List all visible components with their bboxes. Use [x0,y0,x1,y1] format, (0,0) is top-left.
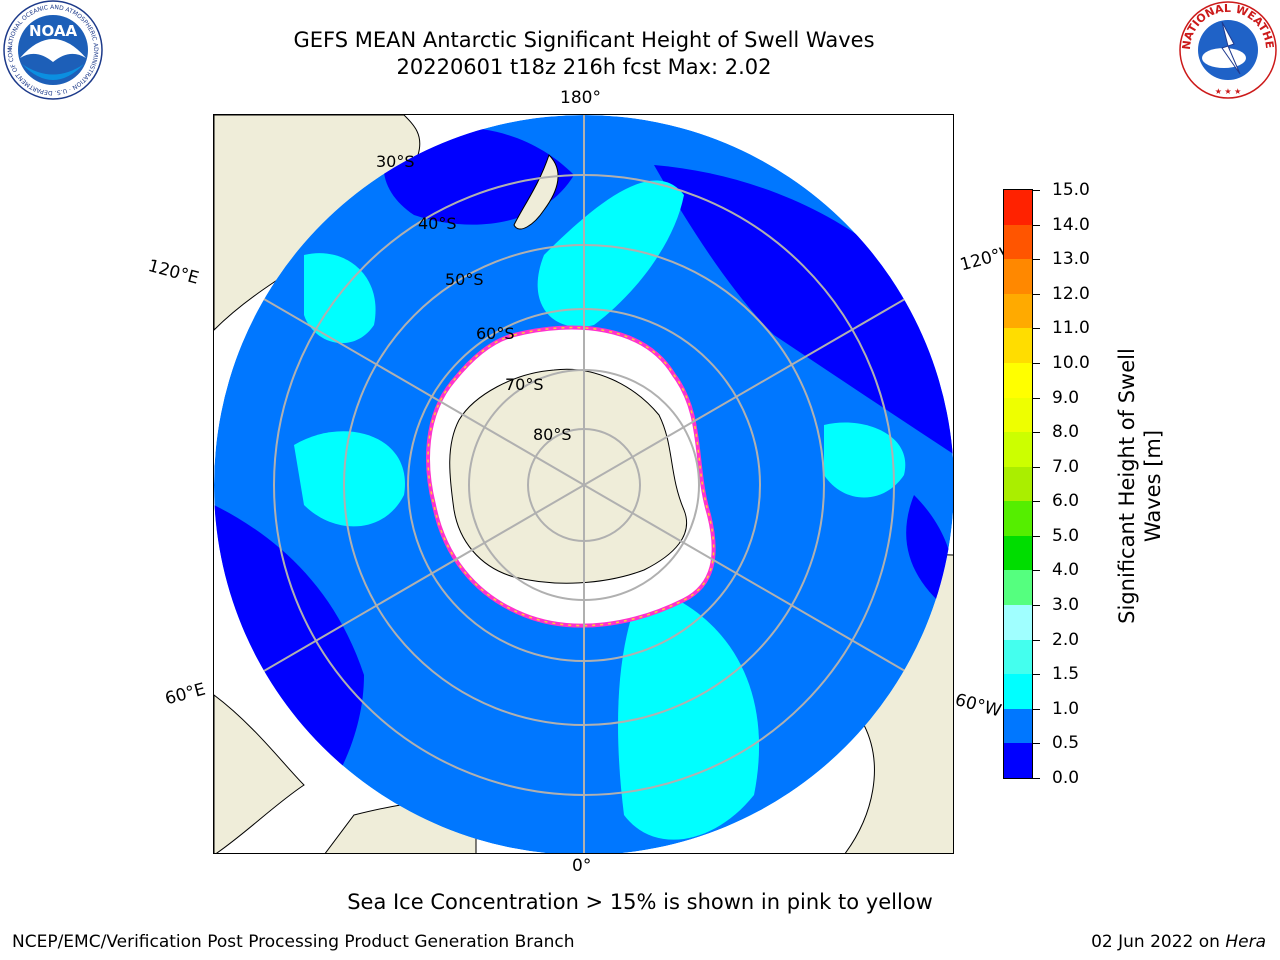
swell-cyan-east [824,422,906,498]
lon-label-60w: 60°W [952,690,1004,722]
colorbar-tick [1033,190,1040,191]
colorbar-tick [1033,259,1040,260]
colorbar-tick [1033,225,1040,226]
colorbar-tick-label: 8.0 [1052,422,1080,442]
colorbar-tick-label: 13.0 [1052,249,1090,269]
colorbar [1003,189,1033,779]
colorbar-tick [1033,294,1040,295]
colorbar-tick [1033,328,1040,329]
polar-map [213,114,954,854]
colorbar-tick [1033,501,1040,502]
lat-label-60s: 60°S [476,324,515,343]
colorbar-segment [1004,327,1032,363]
colorbar-tick-label: 11.0 [1052,318,1090,338]
lat-label-30s: 30°S [376,152,415,171]
colorbar-segment [1004,397,1032,433]
lon-label-0: 0° [572,856,592,876]
colorbar-tick-label: 12.0 [1052,284,1090,304]
colorbar-segment [1004,673,1032,709]
noaa-logo-icon: NOAA NATIONAL OCEANIC AND ATMOSPHERIC AD… [0,0,103,100]
sea-ice-footnote: Sea Ice Concentration > 15% is shown in … [347,890,933,914]
swell-low-north [383,127,574,225]
colorbar-tick [1033,536,1040,537]
colorbar-label: Significant Height of Swell Waves [m] [1114,306,1166,666]
colorbar-tick-label: 14.0 [1052,215,1090,235]
colorbar-tick [1033,674,1040,675]
colorbar-tick-label: 7.0 [1052,457,1080,477]
colorbar-segment [1004,604,1032,640]
colorbar-tick-label: 2.0 [1052,630,1080,650]
colorbar-segment [1004,224,1032,260]
colorbar-tick [1033,467,1040,468]
swell-cyan-north [537,180,684,327]
swell-cyan-west [294,431,405,527]
svg-text:★ ★ ★: ★ ★ ★ [1215,87,1242,96]
colorbar-segment [1004,466,1032,502]
lon-label-180: 180° [560,88,601,108]
colorbar-tick [1033,605,1040,606]
forecast-subtitle: 20220601 t18z 216h fcst Max: 2.02 [396,55,772,79]
noaa-logo-text: NOAA [29,22,78,40]
colorbar-segment [1004,570,1032,606]
colorbar-tick-label: 1.5 [1052,664,1080,684]
land-africa-left [214,694,305,853]
colorbar-tick-label: 15.0 [1052,180,1090,200]
credit-date: 02 Jun 2022 on Hera [1091,932,1266,952]
colorbar-tick [1033,432,1040,433]
colorbar-segment [1004,639,1032,675]
colorbar-segment [1004,362,1032,398]
credit-date-text: 02 Jun 2022 on [1091,932,1226,952]
colorbar-tick-label: 9.0 [1052,388,1080,408]
polar-map-canvas [214,115,953,853]
colorbar-segment [1004,293,1032,329]
colorbar-segment [1004,535,1032,571]
colorbar-tick-label: 0.5 [1052,733,1080,753]
map-title: GEFS MEAN Antarctic Significant Height o… [293,28,875,52]
colorbar-tick-label: 10.0 [1052,353,1090,373]
colorbar-tick-label: 4.0 [1052,560,1080,580]
colorbar-label-line1: Significant Height of Swell [1115,348,1139,624]
colorbar-tick [1033,640,1040,641]
colorbar-tick-label: 3.0 [1052,595,1080,615]
swell-cyan-south [618,585,760,840]
colorbar-segment [1004,743,1032,778]
lat-label-40s: 40°S [418,214,457,233]
swell-low-east [654,165,953,455]
graticule [214,115,953,853]
colorbar-tick-label: 0.0 [1052,768,1080,788]
lon-label-60e: 60°E [163,679,208,710]
lat-label-50s: 50°S [445,270,484,289]
credit-host: Hera [1225,932,1266,952]
colorbar-segment [1004,500,1032,536]
colorbar-tick [1033,709,1040,710]
colorbar-segment [1004,258,1032,294]
nws-logo-icon: NATIONAL WEATHER SERVICE ★ ★ ★ [1176,0,1277,99]
colorbar-tick [1033,398,1040,399]
colorbar-segment [1004,431,1032,467]
colorbar-tick-label: 5.0 [1052,526,1080,546]
lat-label-80s: 80°S [533,425,572,444]
colorbar-segment [1004,189,1032,225]
lon-label-120e: 120°E [145,256,201,289]
colorbar-label-line2: Waves [m] [1141,429,1165,543]
colorbar-tick [1033,363,1040,364]
colorbar-tick-label: 6.0 [1052,491,1080,511]
colorbar-tick [1033,743,1040,744]
land-new-zealand [513,154,559,230]
credit-branch: NCEP/EMC/Verification Post Processing Pr… [12,932,575,952]
lat-label-70s: 70°S [505,375,544,394]
colorbar-tick [1033,778,1040,779]
colorbar-tick [1033,570,1040,571]
colorbar-tick-label: 1.0 [1052,699,1080,719]
colorbar-segment [1004,708,1032,744]
